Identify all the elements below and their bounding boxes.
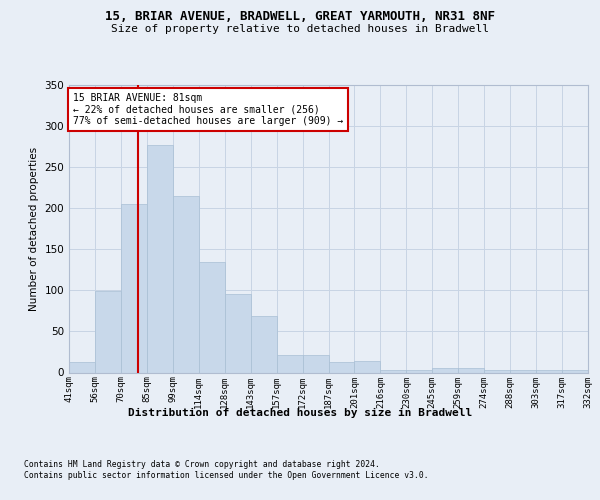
Text: Distribution of detached houses by size in Bradwell: Distribution of detached houses by size … bbox=[128, 408, 472, 418]
Bar bbox=[251, 316, 277, 372]
Y-axis label: Number of detached properties: Number of detached properties bbox=[29, 146, 39, 311]
Bar bbox=[380, 370, 406, 372]
Bar bbox=[95, 291, 121, 372]
Text: 15, BRIAR AVENUE, BRADWELL, GREAT YARMOUTH, NR31 8NF: 15, BRIAR AVENUE, BRADWELL, GREAT YARMOU… bbox=[105, 10, 495, 23]
Bar bbox=[458, 368, 484, 372]
Bar bbox=[562, 370, 588, 372]
Text: Contains HM Land Registry data © Crown copyright and database right 2024.: Contains HM Land Registry data © Crown c… bbox=[24, 460, 380, 469]
Text: Size of property relative to detached houses in Bradwell: Size of property relative to detached ho… bbox=[111, 24, 489, 34]
Bar bbox=[433, 368, 458, 372]
Bar bbox=[147, 145, 173, 372]
Bar bbox=[406, 370, 432, 372]
Text: 15 BRIAR AVENUE: 81sqm
← 22% of detached houses are smaller (256)
77% of semi-de: 15 BRIAR AVENUE: 81sqm ← 22% of detached… bbox=[73, 93, 343, 126]
Bar bbox=[329, 362, 355, 372]
Bar bbox=[536, 370, 562, 372]
Bar bbox=[199, 262, 224, 372]
Bar bbox=[484, 370, 510, 372]
Bar bbox=[355, 361, 380, 372]
Text: Contains public sector information licensed under the Open Government Licence v3: Contains public sector information licen… bbox=[24, 471, 428, 480]
Bar bbox=[69, 362, 95, 372]
Bar bbox=[121, 204, 147, 372]
Bar bbox=[277, 355, 302, 372]
Bar bbox=[173, 196, 199, 372]
Bar bbox=[510, 370, 536, 372]
Bar bbox=[225, 294, 251, 372]
Bar bbox=[302, 355, 329, 372]
